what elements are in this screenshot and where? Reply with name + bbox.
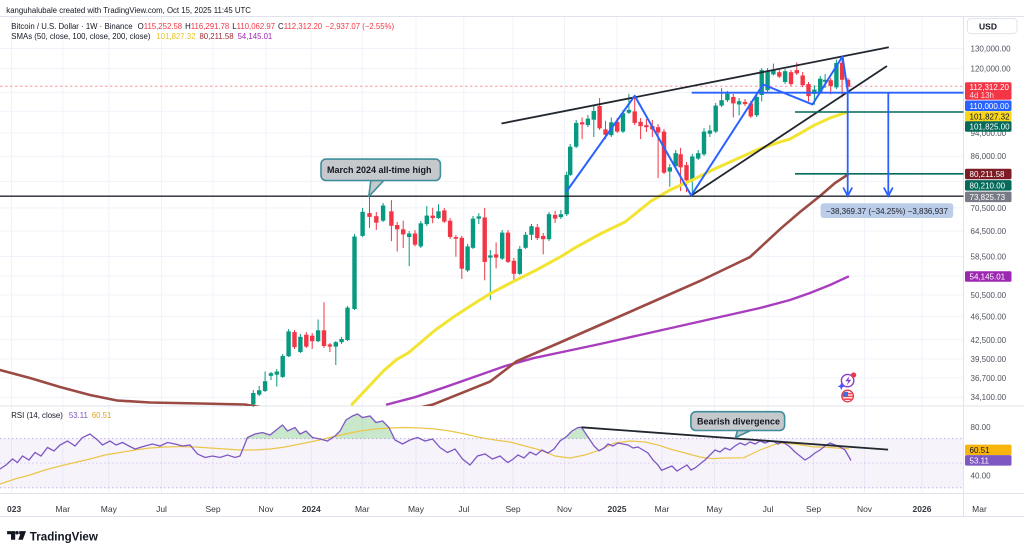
svg-text:Jul: Jul — [156, 504, 167, 514]
svg-text:May: May — [706, 504, 723, 514]
svg-text:64,500.00: 64,500.00 — [971, 227, 1007, 236]
svg-text:March 2024 all-time high: March 2024 all-time high — [327, 165, 432, 175]
svg-text:101,825.00: 101,825.00 — [970, 123, 1011, 132]
svg-text:80,210.00: 80,210.00 — [970, 181, 1006, 190]
svg-text:Bearish divergence: Bearish divergence — [697, 416, 780, 426]
svg-text:Nov: Nov — [557, 504, 573, 514]
svg-text:Mar: Mar — [972, 504, 987, 514]
svg-text:2024: 2024 — [302, 504, 321, 514]
svg-text:58,500.00: 58,500.00 — [971, 253, 1007, 262]
svg-text:53.11: 53.11 — [970, 456, 990, 465]
svg-text:73,825.73: 73,825.73 — [970, 193, 1006, 202]
svg-text:Bitcoin / U.S. Dollar · 1W · B: Bitcoin / U.S. Dollar · 1W · Binance O115… — [11, 22, 394, 31]
svg-text:SMAs (50, close, 100, close, 2: SMAs (50, close, 100, close, 200, close)… — [11, 32, 272, 41]
svg-text:94,000.00: 94,000.00 — [971, 129, 1007, 138]
svg-text:34,100.00: 34,100.00 — [971, 393, 1007, 402]
svg-text:4d 13h: 4d 13h — [970, 91, 994, 100]
svg-text:USD: USD — [979, 21, 997, 31]
svg-text:May: May — [101, 504, 118, 514]
svg-text:60.51: 60.51 — [970, 446, 991, 455]
svg-text:TradingView: TradingView — [30, 531, 99, 544]
svg-text:40.00: 40.00 — [971, 471, 992, 480]
svg-text:Nov: Nov — [857, 504, 873, 514]
svg-text:112,312.20: 112,312.20 — [970, 83, 1010, 92]
svg-text:86,000.00: 86,000.00 — [971, 152, 1007, 161]
svg-text:Sep: Sep — [505, 504, 520, 514]
svg-text:Jul: Jul — [458, 504, 469, 514]
svg-text:Mar: Mar — [355, 504, 370, 514]
svg-text:36,700.00: 36,700.00 — [971, 374, 1007, 383]
svg-text:70,500.00: 70,500.00 — [971, 204, 1007, 213]
svg-text:80.00: 80.00 — [971, 423, 992, 432]
svg-text:46,500.00: 46,500.00 — [971, 312, 1007, 321]
svg-text:Sep: Sep — [806, 504, 821, 514]
svg-text:2025: 2025 — [608, 504, 627, 514]
svg-text:39,500.00: 39,500.00 — [971, 355, 1007, 364]
svg-text:Mar: Mar — [55, 504, 70, 514]
svg-text:101,827.32: 101,827.32 — [970, 112, 1011, 121]
svg-text:110,000.00: 110,000.00 — [970, 102, 1010, 111]
svg-text:130,000.00: 130,000.00 — [971, 45, 1012, 54]
svg-text:Sep: Sep — [205, 504, 220, 514]
svg-text:2026: 2026 — [913, 504, 932, 514]
svg-text:−38,369.37 (−34.25%) −3,836,93: −38,369.37 (−34.25%) −3,836,937 — [826, 207, 949, 216]
svg-text:kanguhalubale created with Tra: kanguhalubale created with TradingView.c… — [6, 6, 251, 15]
svg-text:Nov: Nov — [258, 504, 274, 514]
svg-text:120,000.00: 120,000.00 — [971, 65, 1012, 74]
svg-text:80,211.58: 80,211.58 — [970, 170, 1006, 179]
svg-text:Mar: Mar — [655, 504, 670, 514]
svg-text:42,500.00: 42,500.00 — [971, 336, 1007, 345]
svg-text:Jul: Jul — [763, 504, 774, 514]
svg-text:May: May — [408, 504, 425, 514]
svg-text:54,145.01: 54,145.01 — [970, 273, 1006, 282]
svg-text:50,500.00: 50,500.00 — [971, 291, 1007, 300]
svg-text:023: 023 — [7, 504, 21, 514]
